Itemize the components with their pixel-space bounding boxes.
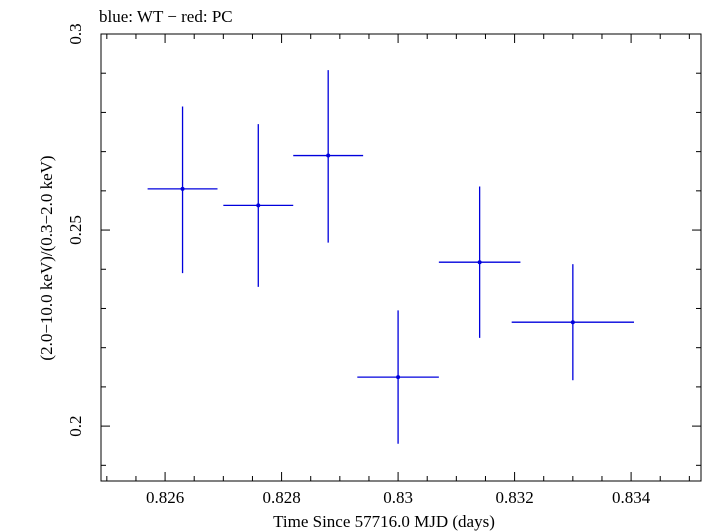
chart-title: blue: WT − red: PC — [99, 7, 233, 26]
x-axis-ticks: 0.826 0.828 0.83 0.832 0.834 — [106, 34, 690, 507]
data-point — [147, 106, 218, 274]
data-point — [438, 186, 521, 338]
point-marker — [256, 203, 261, 208]
y-axis-ticks: 0.2 0.25 0.3 — [66, 23, 701, 466]
data-point — [357, 310, 439, 444]
y-axis-label: (2.0−10.0 keV)/(0.3−2.0 keV) — [37, 155, 56, 360]
point-marker — [396, 375, 401, 380]
x-tick-label: 0.826 — [146, 488, 184, 507]
x-tick-label: 0.828 — [262, 488, 300, 507]
point-marker — [570, 320, 575, 325]
point-marker — [326, 153, 331, 158]
x-tick-label: 0.83 — [383, 488, 413, 507]
data-point — [223, 124, 294, 287]
data-point — [511, 264, 635, 381]
data-point — [293, 70, 364, 243]
point-marker — [180, 186, 185, 191]
x-tick-label: 0.834 — [612, 488, 651, 507]
y-tick-label: 0.2 — [66, 415, 85, 436]
y-tick-label: 0.25 — [66, 215, 85, 245]
y-tick-label: 0.3 — [66, 23, 85, 44]
x-tick-label: 0.832 — [495, 488, 533, 507]
plot-frame — [100, 33, 702, 482]
point-marker — [477, 260, 482, 265]
x-axis-label: Time Since 57716.0 MJD (days) — [273, 512, 495, 531]
data-points — [147, 70, 635, 444]
